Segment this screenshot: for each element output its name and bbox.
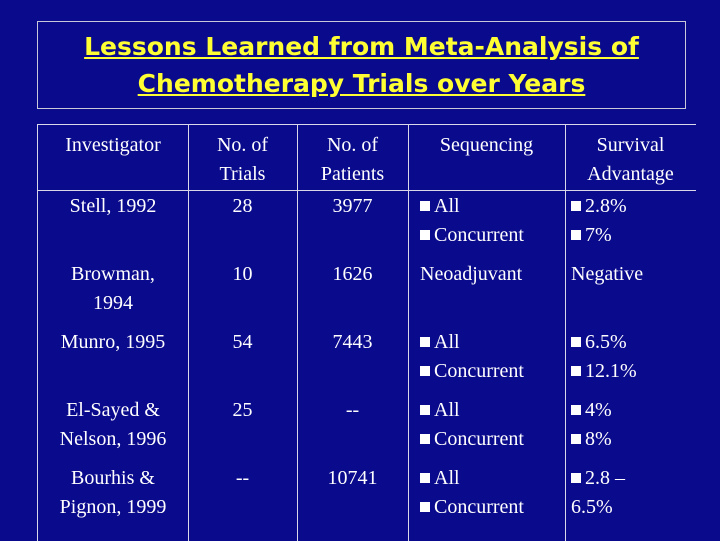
header-patients: No. of Patients <box>320 134 385 185</box>
cell-trials: 25 <box>232 399 253 421</box>
sequencing-line: Concurrent <box>420 357 565 386</box>
header-investigator: Investigator <box>65 134 161 156</box>
cell-patients: 1626 <box>332 263 373 285</box>
slide-title-line-1: Lessons Learned from Meta-Analysis of <box>84 32 639 61</box>
survival-line: 2.8 – <box>571 464 696 493</box>
survival-line: 2.8% <box>571 192 696 221</box>
survival-line: 4% <box>571 396 696 425</box>
cell-survival: 2.8% 7% <box>571 192 696 250</box>
sequencing-line: Concurrent <box>420 425 565 454</box>
sequencing-line: Concurrent <box>420 493 565 522</box>
square-bullet-icon <box>420 434 430 444</box>
square-bullet-icon <box>420 502 430 512</box>
sequencing-line: All <box>420 464 565 493</box>
sequencing-line: All <box>420 192 565 221</box>
slide-title-line-2: Chemotherapy Trials over Years <box>137 69 586 98</box>
survival-line: 6.5% <box>571 328 696 357</box>
sequencing-line: All <box>420 396 565 425</box>
square-bullet-icon <box>420 366 430 376</box>
survival-line: 8% <box>571 425 696 454</box>
square-bullet-icon <box>571 366 581 376</box>
sequencing-line: All <box>420 328 565 357</box>
title-box: Lessons Learned from Meta-Analysis of Ch… <box>37 21 686 109</box>
square-bullet-icon <box>571 230 581 240</box>
cell-survival: Negative <box>571 260 696 289</box>
column-divider <box>408 125 409 541</box>
survival-line: 6.5% <box>571 496 613 518</box>
meta-analysis-table: Investigator No. of Trials No. of Patien… <box>37 124 696 541</box>
cell-trials: -- <box>235 467 250 489</box>
cell-sequencing: All Concurrent <box>420 328 565 386</box>
header-divider <box>38 190 696 191</box>
cell-sequencing: All Concurrent <box>420 464 565 522</box>
cell-trials: 54 <box>232 331 253 353</box>
sequencing-line: Neoadjuvant <box>420 263 523 285</box>
sequencing-line: Concurrent <box>420 221 565 250</box>
square-bullet-icon <box>420 230 430 240</box>
survival-line: 7% <box>571 221 696 250</box>
survival-line: 12.1% <box>571 357 696 386</box>
cell-survival: 4% 8% <box>571 396 696 454</box>
square-bullet-icon <box>571 473 581 483</box>
square-bullet-icon <box>571 405 581 415</box>
square-bullet-icon <box>420 405 430 415</box>
cell-sequencing: All Concurrent <box>420 192 565 250</box>
cell-investigator: Stell, 1992 <box>69 195 157 217</box>
square-bullet-icon <box>571 201 581 211</box>
square-bullet-icon <box>420 337 430 347</box>
cell-sequencing: Neoadjuvant <box>420 260 565 289</box>
cell-patients: -- <box>345 399 360 421</box>
cell-investigator: Bourhis & Pignon, 1999 <box>59 467 167 518</box>
cell-investigator: Munro, 1995 <box>60 331 166 353</box>
cell-sequencing: All Concurrent <box>420 396 565 454</box>
cell-trials: 10 <box>232 263 253 285</box>
cell-patients: 7443 <box>332 331 373 353</box>
cell-investigator: El-Sayed & Nelson, 1996 <box>59 399 167 450</box>
column-divider <box>565 125 566 541</box>
header-trials: No. of Trials <box>216 134 269 185</box>
square-bullet-icon <box>420 201 430 211</box>
cell-survival: 6.5% 12.1% <box>571 328 696 386</box>
cell-investigator: Browman, 1994 <box>71 263 155 314</box>
cell-survival: 2.8 – 6.5% <box>571 464 696 522</box>
square-bullet-icon <box>571 434 581 444</box>
survival-line: Negative <box>571 263 644 285</box>
cell-patients: 10741 <box>327 467 378 489</box>
column-divider <box>188 125 189 541</box>
column-divider <box>297 125 298 541</box>
square-bullet-icon <box>571 337 581 347</box>
header-survival: Survival Advantage <box>587 134 674 185</box>
header-sequencing: Sequencing <box>439 134 534 156</box>
cell-trials: 28 <box>232 195 253 217</box>
cell-patients: 3977 <box>332 195 373 217</box>
square-bullet-icon <box>420 473 430 483</box>
